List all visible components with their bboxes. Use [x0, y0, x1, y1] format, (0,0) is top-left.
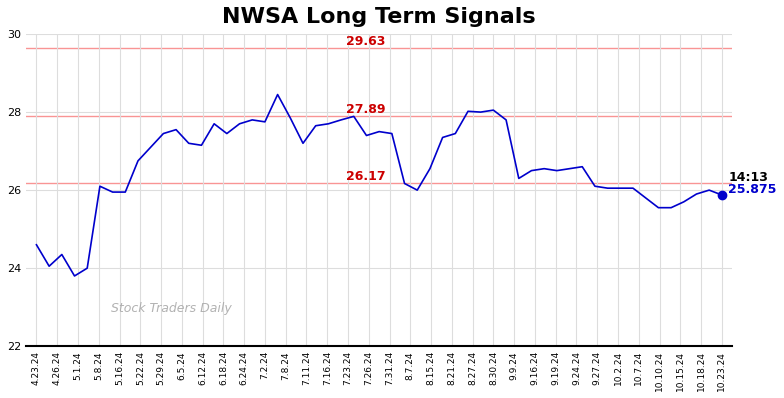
Text: 29.63: 29.63	[346, 35, 385, 48]
Text: 25.875: 25.875	[728, 183, 776, 196]
Text: 26.17: 26.17	[346, 170, 385, 183]
Text: 14:13: 14:13	[728, 172, 768, 184]
Text: Stock Traders Daily: Stock Traders Daily	[111, 302, 231, 315]
Text: 27.89: 27.89	[346, 103, 385, 116]
Title: NWSA Long Term Signals: NWSA Long Term Signals	[223, 7, 536, 27]
